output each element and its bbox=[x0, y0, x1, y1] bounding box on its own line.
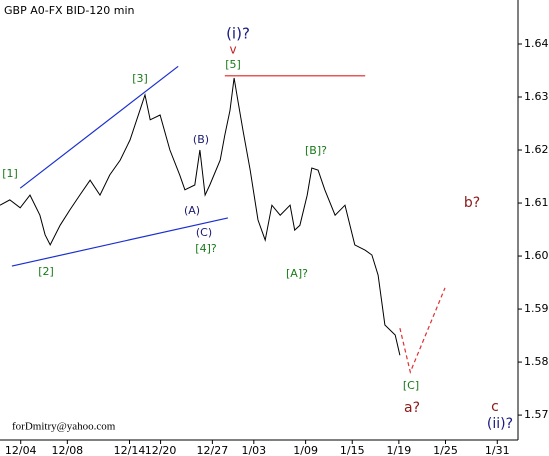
trend-line bbox=[19, 65, 179, 189]
y-tick-label: 1.59 bbox=[524, 302, 549, 315]
wave-label: v bbox=[229, 43, 236, 57]
x-tick-label: 1/25 bbox=[433, 444, 458, 456]
wave-label: (C) bbox=[196, 226, 212, 239]
x-tick-label: 1/09 bbox=[293, 444, 318, 456]
wave-label: a? bbox=[404, 400, 420, 416]
projection-line bbox=[399, 287, 446, 375]
chart-title: GBP A0-FX BID-120 min bbox=[4, 4, 135, 17]
wave-label: (ii)? bbox=[487, 416, 513, 432]
y-tick-label: 1.60 bbox=[524, 249, 549, 262]
x-tick-label: 12/20 bbox=[145, 444, 177, 456]
wave-label: [C] bbox=[403, 379, 419, 392]
y-tick-label: 1.61 bbox=[524, 196, 549, 209]
wave-label: b? bbox=[464, 195, 480, 211]
wave-label: (i)? bbox=[226, 25, 250, 43]
wave-label: (B) bbox=[193, 133, 209, 146]
y-tick-label: 1.58 bbox=[524, 355, 549, 368]
y-tick-label: 1.64 bbox=[524, 37, 549, 50]
x-tick-label: 1/31 bbox=[485, 444, 510, 456]
wave-label: c bbox=[491, 399, 499, 415]
y-tick-label: 1.62 bbox=[524, 143, 549, 156]
watermark: forDmitry@yahoo.com bbox=[12, 421, 116, 433]
x-tick-label: 12/08 bbox=[51, 444, 83, 456]
wave-label: [3] bbox=[132, 72, 148, 85]
wave-label: (A) bbox=[184, 204, 200, 217]
x-tick-label: 12/27 bbox=[197, 444, 229, 456]
trend-line bbox=[11, 217, 229, 267]
x-tick-label: 1/15 bbox=[340, 444, 365, 456]
wave-label: [A]? bbox=[286, 267, 308, 280]
x-tick-label: 12/14 bbox=[114, 444, 146, 456]
wave-label: [1] bbox=[2, 167, 18, 180]
wave-label: [2] bbox=[38, 265, 54, 278]
x-tick-label: 1/03 bbox=[241, 444, 266, 456]
wave-label: [5] bbox=[225, 58, 241, 71]
price-line bbox=[0, 77, 401, 356]
x-tick-label: 1/19 bbox=[387, 444, 412, 456]
x-tick-label: 12/04 bbox=[5, 444, 37, 456]
y-tick-label: 1.57 bbox=[524, 408, 549, 421]
y-tick-label: 1.63 bbox=[524, 90, 549, 103]
wave-label: [4]? bbox=[195, 242, 217, 255]
wave-label: [B]? bbox=[305, 144, 327, 157]
